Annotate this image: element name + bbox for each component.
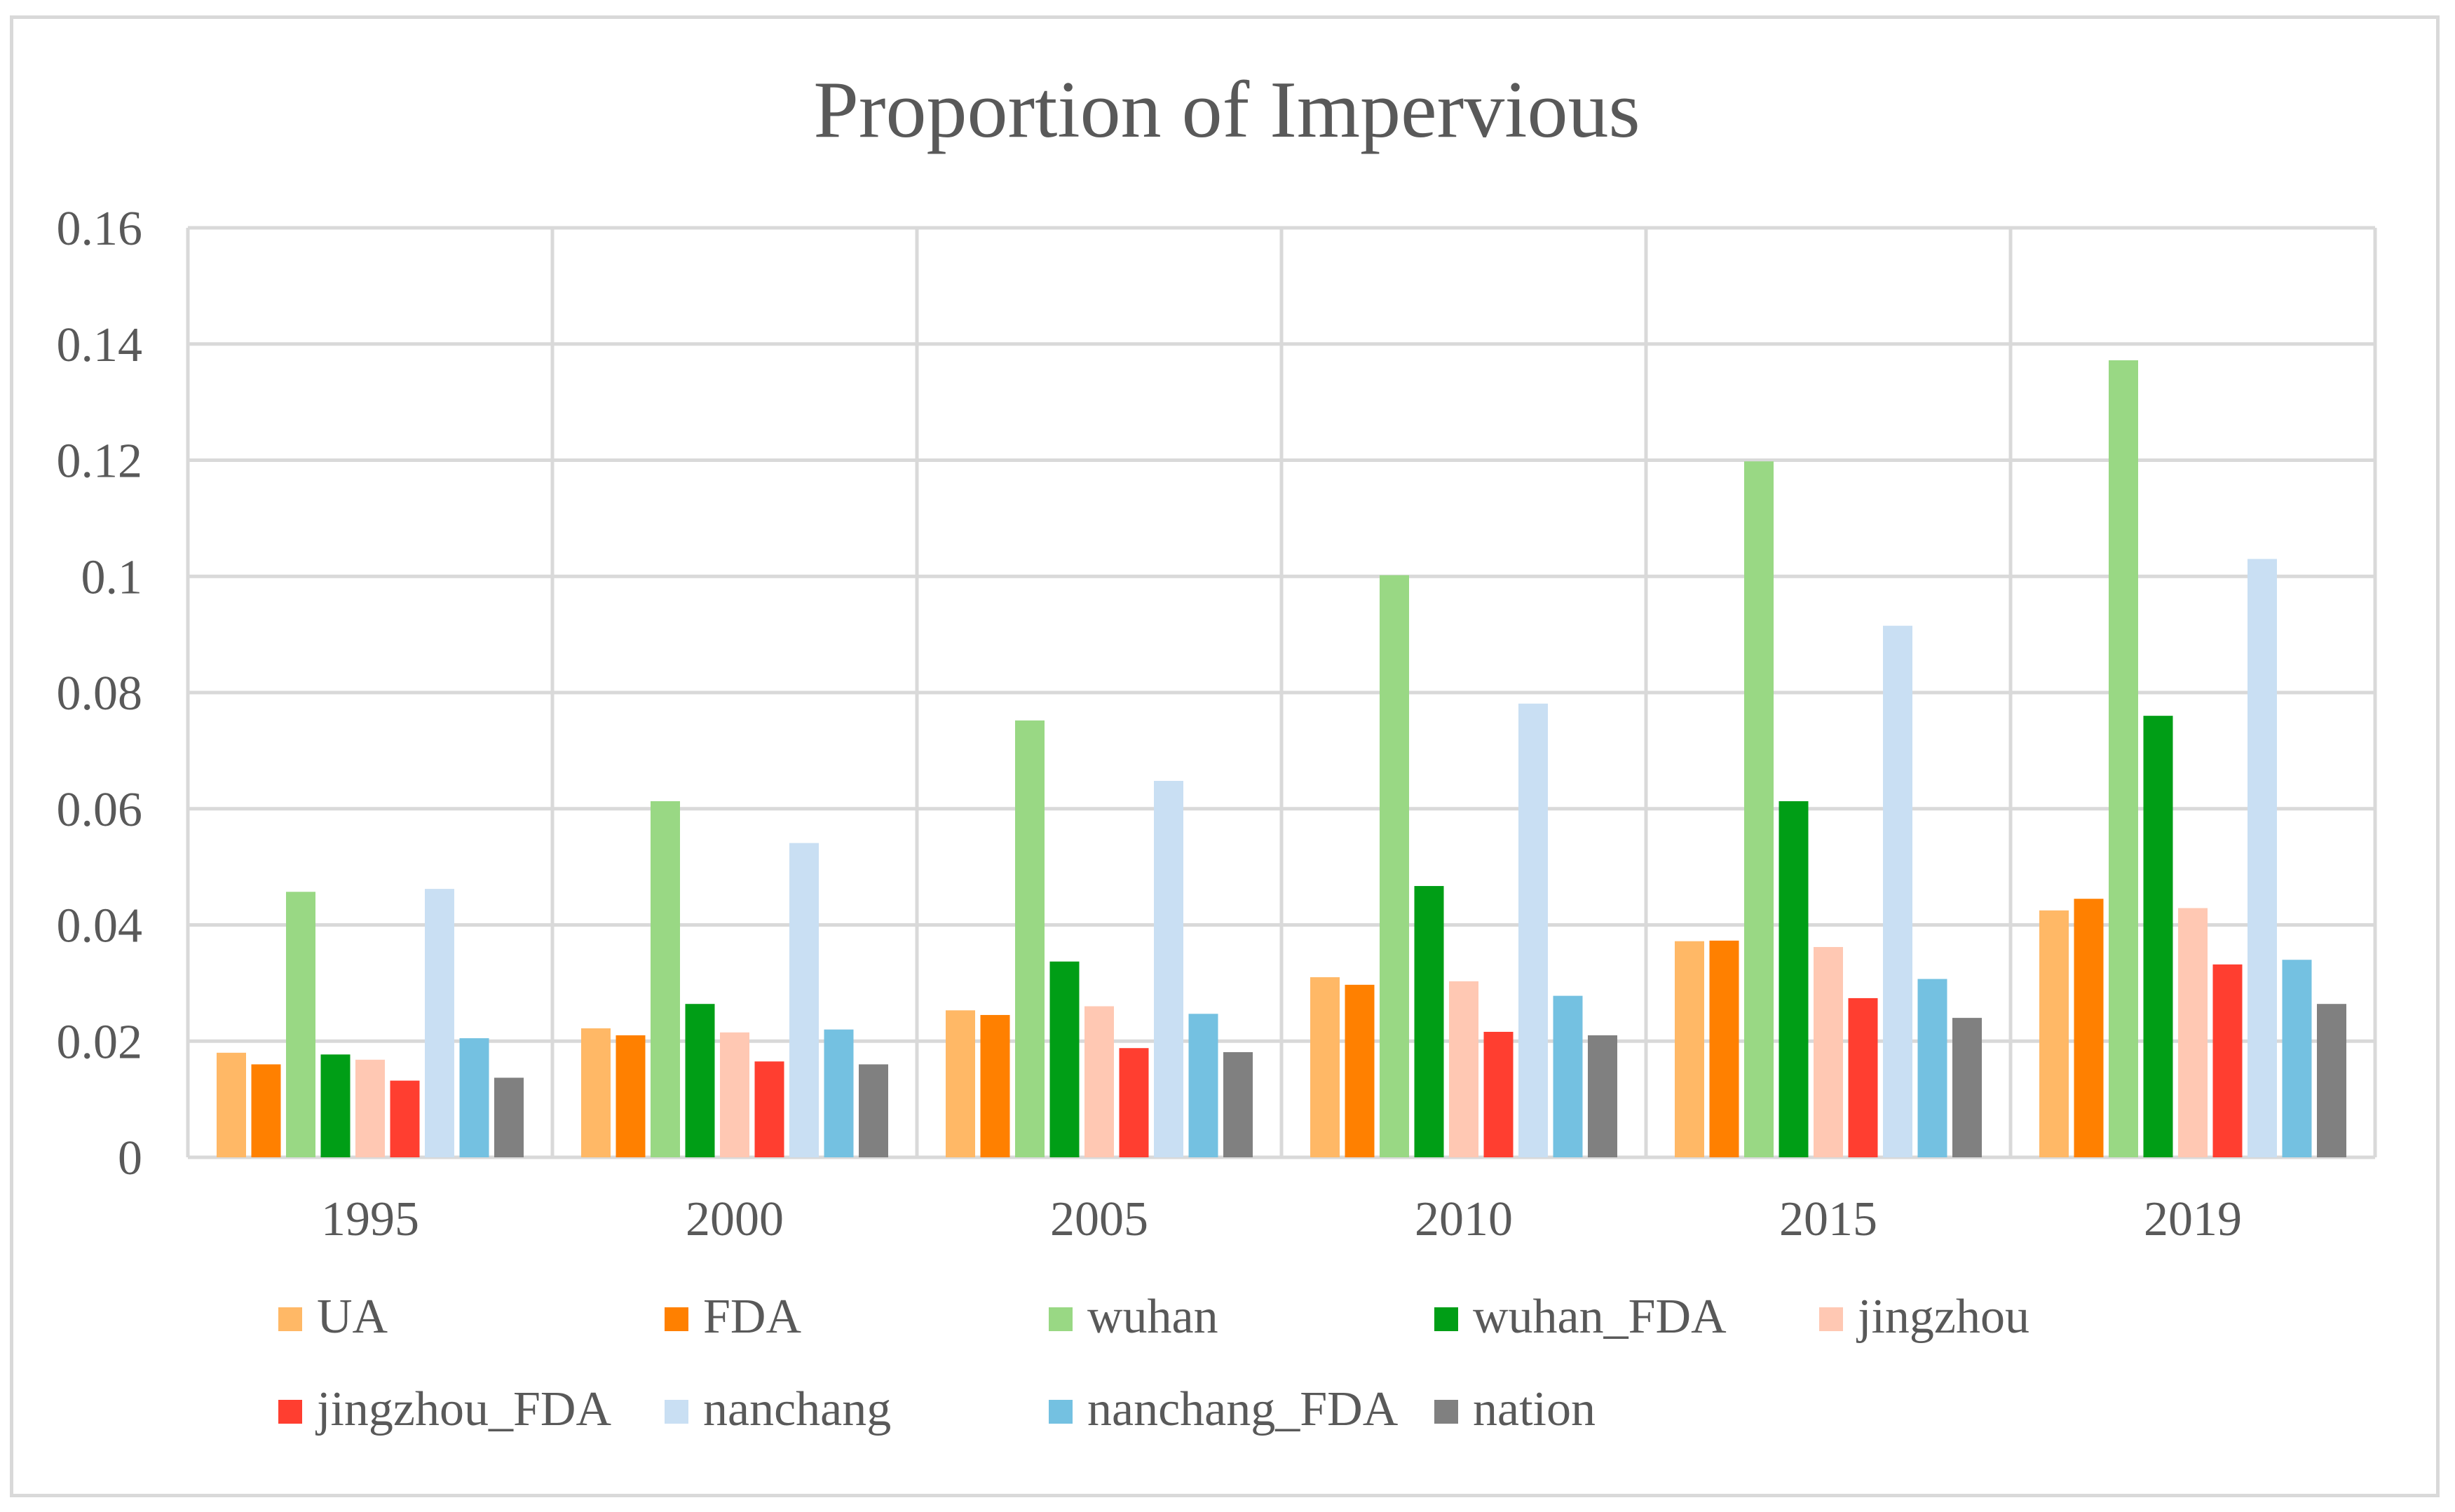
y-tick-label: 0.08 — [57, 667, 143, 721]
bar-nanchang_FDA-2010 — [1553, 995, 1583, 1157]
legend-swatch-nanchang — [665, 1400, 688, 1424]
bar-UA-2015 — [1675, 941, 1704, 1157]
y-tick-label: 0.14 — [57, 318, 143, 372]
bar-nanchang-2000 — [789, 843, 819, 1157]
y-tick-label: 0.16 — [57, 202, 143, 256]
y-tick-label: 0.1 — [81, 550, 143, 604]
x-tick-label: 2010 — [1415, 1192, 1513, 1246]
bar-wuhan-2000 — [651, 801, 680, 1157]
legend-swatch-nanchang_FDA — [1049, 1400, 1073, 1424]
bar-jingzhou_FDA-2010 — [1483, 1031, 1514, 1157]
bar-wuhan_FDA-2019 — [2143, 716, 2173, 1157]
x-tick-label: 2015 — [1779, 1192, 1877, 1246]
legend-label-UA: UA — [317, 1290, 388, 1344]
bar-nanchang_FDA-1995 — [459, 1038, 489, 1157]
bar-nanchang_FDA-2015 — [1917, 979, 1947, 1157]
bar-UA-2010 — [1310, 977, 1340, 1157]
bar-nation-2010 — [1588, 1035, 1617, 1157]
y-axis-ticks: 0 0.02 0.04 0.06 0.08 0.1 0.12 0.14 0.16 — [57, 202, 143, 1185]
bar-wuhan-2015 — [1744, 461, 1774, 1157]
y-tick-label: 0.02 — [57, 1015, 143, 1069]
bar-jingzhou_FDA-1995 — [390, 1080, 420, 1157]
legend-swatch-wuhan — [1049, 1307, 1073, 1331]
legend-swatch-nation — [1434, 1400, 1458, 1424]
bar-FDA-2010 — [1345, 984, 1375, 1157]
bar-jingzhou-2019 — [2178, 908, 2208, 1157]
bar-wuhan_FDA-2010 — [1414, 885, 1444, 1157]
chart-title: Proportion of Impervious — [813, 65, 1640, 155]
bar-nanchang-2015 — [1883, 625, 1912, 1157]
legend-swatch-UA — [278, 1307, 302, 1331]
bar-jingzhou_FDA-2000 — [754, 1061, 784, 1157]
y-tick-label: 0 — [118, 1131, 142, 1185]
bar-FDA-2005 — [980, 1014, 1010, 1157]
bar-wuhan-2005 — [1015, 720, 1045, 1157]
bar-nation-2019 — [2317, 1004, 2346, 1157]
legend-swatch-jingzhou_FDA — [278, 1400, 302, 1424]
legend-swatch-FDA — [665, 1307, 688, 1331]
bar-UA-2000 — [581, 1028, 611, 1157]
legend-label-nation: nation — [1473, 1382, 1596, 1436]
bar-nation-2005 — [1223, 1051, 1253, 1157]
legend-swatch-jingzhou — [1819, 1307, 1843, 1331]
bar-nanchang-1995 — [425, 889, 454, 1157]
bar-nanchang_FDA-2019 — [2282, 960, 2312, 1157]
bar-nation-2000 — [859, 1064, 888, 1157]
bar-nation-1995 — [494, 1077, 524, 1157]
bar-wuhan_FDA-2015 — [1779, 801, 1809, 1157]
bars-group — [217, 360, 2346, 1157]
bar-jingzhou-2000 — [720, 1032, 749, 1157]
legend-swatch-wuhan_FDA — [1434, 1307, 1458, 1331]
bar-wuhan-2010 — [1380, 575, 1409, 1157]
x-tick-label: 1995 — [321, 1192, 419, 1246]
bar-wuhan-1995 — [286, 892, 315, 1157]
bar-wuhan-2019 — [2109, 360, 2138, 1157]
bar-nanchang-2019 — [2247, 559, 2277, 1157]
x-tick-label: 2019 — [2144, 1192, 2242, 1246]
legend-label-wuhan_FDA: wuhan_FDA — [1473, 1290, 1727, 1344]
y-tick-label: 0.04 — [57, 899, 143, 953]
bar-nation-2015 — [1952, 1018, 1982, 1157]
legend: UA FDA wuhan wuhan_FDA jingzhou jingzhou_FDA n… — [278, 1290, 2029, 1436]
bar-nanchang_FDA-2000 — [824, 1029, 854, 1157]
x-tick-label: 2005 — [1050, 1192, 1148, 1246]
bar-nanchang-2010 — [1518, 703, 1548, 1157]
bar-UA-2019 — [2039, 910, 2069, 1157]
bar-wuhan_FDA-2005 — [1049, 961, 1080, 1157]
legend-label-jingzhou_FDA: jingzhou_FDA — [315, 1382, 611, 1436]
chart-frame — [10, 15, 2440, 1497]
bar-jingzhou_FDA-2019 — [2212, 964, 2243, 1157]
legend-label-wuhan: wuhan — [1087, 1290, 1218, 1344]
bar-jingzhou-1995 — [355, 1059, 385, 1157]
bar-jingzhou-2015 — [1814, 946, 1843, 1157]
gridlines — [186, 226, 2377, 1159]
bar-jingzhou-2010 — [1449, 981, 1478, 1157]
legend-label-jingzhou: jingzhou — [1856, 1290, 2029, 1344]
bar-wuhan_FDA-1995 — [320, 1054, 351, 1157]
legend-label-FDA: FDA — [703, 1290, 801, 1344]
bar-jingzhou_FDA-2005 — [1119, 1048, 1149, 1157]
bar-FDA-2000 — [616, 1035, 646, 1157]
x-axis-ticks: 1995 2000 2005 2010 2015 2019 — [321, 1192, 2242, 1246]
bar-FDA-2015 — [1709, 940, 1739, 1157]
x-tick-label: 2000 — [686, 1192, 784, 1246]
legend-label-nanchang_FDA: nanchang_FDA — [1087, 1382, 1399, 1436]
bar-nanchang-2005 — [1154, 780, 1183, 1157]
bar-FDA-1995 — [251, 1064, 281, 1157]
bar-UA-2005 — [946, 1010, 975, 1157]
bar-jingzhou-2005 — [1084, 1006, 1114, 1157]
y-tick-label: 0.06 — [57, 783, 143, 837]
bar-UA-1995 — [217, 1052, 246, 1157]
bar-jingzhou_FDA-2015 — [1848, 997, 1878, 1157]
legend-label-nanchang: nanchang — [703, 1382, 891, 1436]
y-tick-label: 0.12 — [57, 435, 143, 489]
bar-FDA-2019 — [2074, 899, 2104, 1157]
bar-wuhan_FDA-2000 — [685, 1004, 715, 1157]
bar-nanchang_FDA-2005 — [1188, 1014, 1218, 1157]
